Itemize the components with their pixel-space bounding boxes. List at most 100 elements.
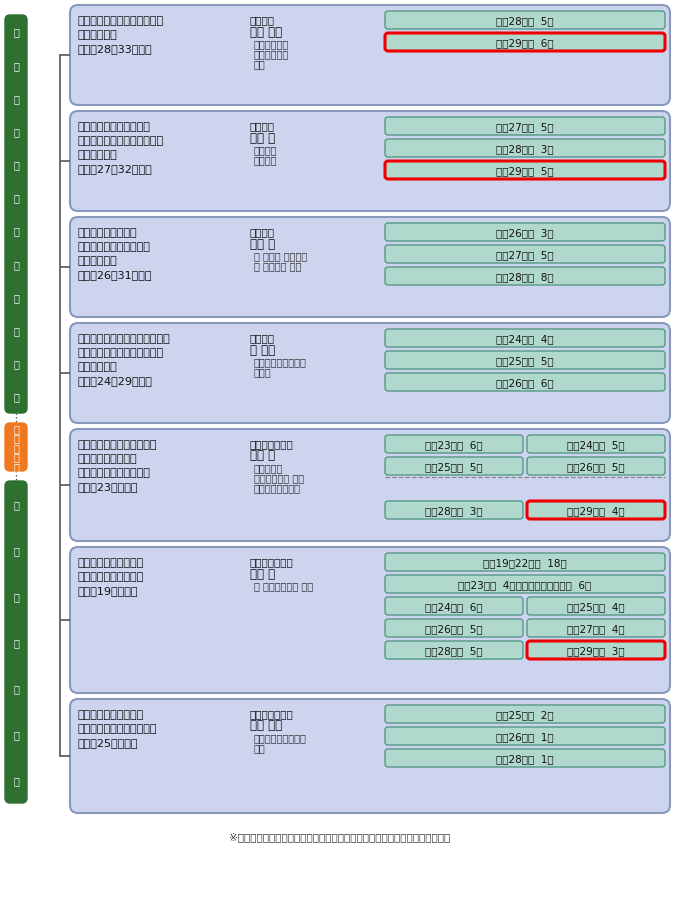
Text: 社: 社	[13, 28, 19, 38]
FancyBboxPatch shape	[385, 140, 665, 158]
FancyBboxPatch shape	[385, 374, 665, 392]
FancyBboxPatch shape	[527, 641, 665, 659]
Text: 価: 価	[13, 638, 19, 647]
Text: 慶應義塾大学: 慶應義塾大学	[254, 39, 289, 49]
FancyBboxPatch shape	[70, 323, 670, 424]
Text: 総合政策学部 教授: 総合政策学部 教授	[254, 472, 304, 482]
Text: 平成28年度  8件: 平成28年度 8件	[496, 272, 554, 282]
Text: 会: 会	[13, 775, 19, 785]
Text: セ: セ	[13, 424, 19, 433]
Text: 術: 術	[13, 127, 19, 137]
Text: 開: 開	[13, 227, 19, 237]
FancyBboxPatch shape	[70, 112, 670, 212]
Text: 「コミュニティがつなぐ安全・: 「コミュニティがつなぐ安全・	[77, 333, 170, 344]
FancyBboxPatch shape	[70, 547, 670, 694]
FancyBboxPatch shape	[385, 34, 665, 52]
Text: 防災科学技術研究所: 防災科学技術研究所	[254, 357, 307, 367]
FancyBboxPatch shape	[385, 267, 665, 285]
Text: 元 東京工業大学 監事: 元 東京工業大学 監事	[254, 581, 313, 591]
Text: 國領 二郎: 國領 二郎	[250, 25, 282, 39]
Text: 議: 議	[13, 392, 19, 402]
FancyBboxPatch shape	[527, 435, 665, 453]
Text: 員: 員	[13, 730, 19, 740]
Text: 元 大阪大学 教授: 元 大阪大学 教授	[254, 261, 301, 271]
Text: 運: 運	[13, 499, 19, 509]
Text: ー: ー	[13, 452, 19, 462]
Text: 平成29年度  6件: 平成29年度 6件	[496, 38, 554, 48]
Text: ※件数は研究開発プロジェクト等の採択件数（プロジェクト企画調査を除く）: ※件数は研究開発プロジェクト等の採択件数（プロジェクト企画調査を除く）	[229, 831, 451, 841]
Text: 教授: 教授	[254, 59, 266, 69]
Text: 研究開発領域: 研究開発領域	[77, 150, 117, 160]
Text: 東京大学名誉教授: 東京大学名誉教授	[254, 482, 301, 492]
Text: 冨浦 梓: 冨浦 梓	[250, 567, 275, 580]
Text: 理事長: 理事長	[254, 367, 271, 377]
Text: 「安全な暮らしをつくる: 「安全な暮らしをつくる	[77, 122, 150, 132]
Text: 領域総括: 領域総括	[250, 332, 275, 342]
Text: 平成27年度  4件: 平成27年度 4件	[567, 623, 625, 633]
Text: 平成28年度  5件: 平成28年度 5件	[496, 16, 554, 26]
FancyBboxPatch shape	[385, 330, 665, 348]
FancyBboxPatch shape	[385, 224, 665, 242]
FancyBboxPatch shape	[5, 481, 27, 803]
Text: 平成25年度  5件: 平成25年度 5件	[425, 461, 483, 471]
FancyBboxPatch shape	[385, 118, 665, 135]
Text: 平成26年度  5件: 平成26年度 5件	[567, 461, 625, 471]
FancyBboxPatch shape	[385, 162, 665, 180]
Text: 「持続可能な多世代: 「持続可能な多世代	[77, 228, 137, 237]
Text: 有本 建男: 有本 建男	[250, 719, 282, 731]
Text: 主: 主	[13, 293, 19, 303]
FancyBboxPatch shape	[385, 575, 665, 593]
Text: 評: 評	[13, 591, 19, 601]
FancyBboxPatch shape	[385, 12, 665, 30]
FancyBboxPatch shape	[70, 430, 670, 542]
Text: 研究開発領域: 研究開発領域	[77, 361, 117, 372]
Text: ン: ン	[13, 433, 19, 442]
Text: 平成28年度  3件: 平成28年度 3件	[425, 506, 483, 516]
FancyBboxPatch shape	[385, 435, 523, 453]
Text: プログラム総括: プログラム総括	[250, 708, 294, 718]
Text: 元 内閣府 政策参与: 元 内閣府 政策参与	[254, 251, 307, 261]
Text: 教授: 教授	[254, 742, 266, 752]
FancyBboxPatch shape	[385, 458, 523, 476]
Text: 名誉教授: 名誉教授	[254, 154, 277, 165]
Text: 技: 技	[13, 94, 19, 104]
FancyBboxPatch shape	[385, 727, 665, 745]
Text: プログラム（成果統合型）: プログラム（成果統合型）	[77, 723, 156, 733]
Text: プログラム総括: プログラム総括	[250, 556, 294, 566]
Text: （平成19年度～）: （平成19年度～）	[77, 585, 137, 595]
Text: 平成29年度  4件: 平成29年度 4件	[567, 506, 625, 516]
FancyBboxPatch shape	[385, 246, 665, 264]
Text: 監: 監	[13, 326, 19, 336]
Text: タ: タ	[13, 442, 19, 452]
Text: 平成28年度  3件: 平成28年度 3件	[496, 144, 554, 154]
Text: 営: 営	[13, 545, 19, 555]
FancyBboxPatch shape	[70, 218, 670, 318]
Text: 平成27年度  5件: 平成27年度 5件	[496, 250, 554, 260]
Text: 森田 朗: 森田 朗	[250, 449, 275, 462]
Text: 委: 委	[13, 684, 19, 694]
Text: 平成25年度  4件: 平成25年度 4件	[567, 601, 625, 611]
FancyBboxPatch shape	[527, 458, 665, 476]
FancyBboxPatch shape	[385, 598, 523, 615]
FancyBboxPatch shape	[385, 749, 665, 768]
FancyBboxPatch shape	[70, 6, 670, 106]
Text: 平成29年度  5件: 平成29年度 5件	[496, 166, 554, 176]
Text: 領域総括: 領域総括	[250, 121, 275, 131]
Text: （平成25年度～）: （平成25年度～）	[77, 737, 137, 747]
Text: 大守 隆: 大守 隆	[250, 237, 275, 250]
Text: 林 春男: 林 春男	[250, 343, 275, 356]
Text: 平成28年度  1件: 平成28年度 1件	[496, 753, 554, 763]
Text: 「人と情報のエコシステム」: 「人と情報のエコシステム」	[77, 16, 163, 26]
Text: 平成25年度  2件: 平成25年度 2件	[496, 709, 554, 719]
Text: 平成23年度  4件、東日本大震災対応  6件: 平成23年度 4件、東日本大震災対応 6件	[458, 580, 592, 590]
Text: 平成29年度  3件: 平成29年度 3件	[567, 646, 625, 656]
Text: 平成28年度  5件: 平成28年度 5件	[425, 646, 483, 656]
Text: 会: 会	[13, 61, 19, 70]
FancyBboxPatch shape	[527, 619, 665, 638]
Text: 総合政策学部: 総合政策学部	[254, 49, 289, 59]
Text: 安心な都市・地域の創造」: 安心な都市・地域の創造」	[77, 348, 163, 358]
FancyBboxPatch shape	[5, 16, 27, 414]
Text: 津田塾大学: 津田塾大学	[254, 462, 284, 472]
FancyBboxPatch shape	[385, 501, 523, 519]
Text: 平成27年度  5件: 平成27年度 5件	[496, 122, 554, 132]
